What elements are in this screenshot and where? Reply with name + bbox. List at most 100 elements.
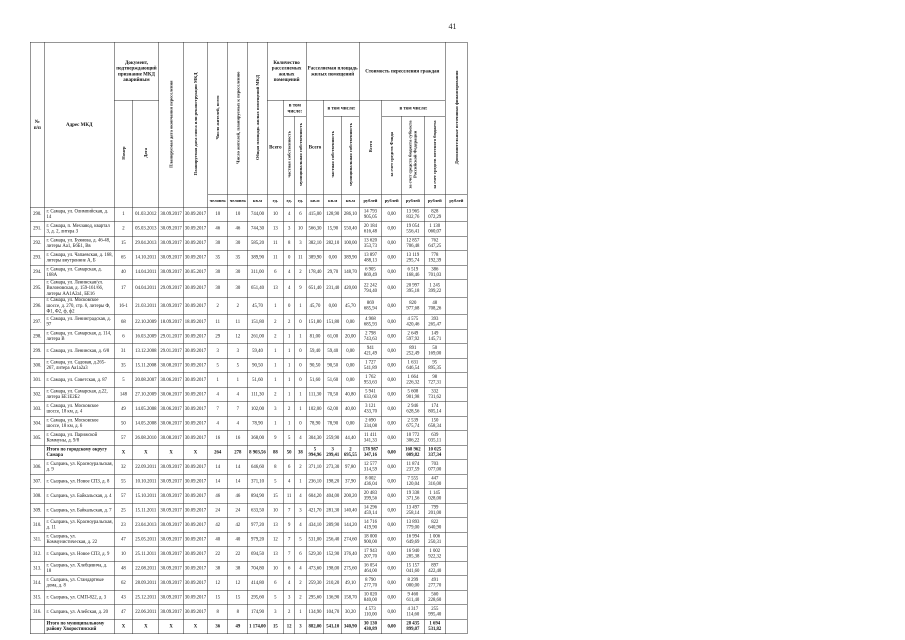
cell-extra — [445, 445, 468, 461]
cell-count-total: 13 — [266, 279, 284, 298]
cell-cost-fund: 0,00 — [381, 604, 402, 620]
cell-area-mkd: 979,20 — [247, 532, 268, 548]
cell-cost-subject: 891 252,49 — [401, 343, 425, 359]
cell-count-private: 1 — [283, 387, 295, 403]
cell-residents-plan: 42 — [227, 517, 249, 533]
cell-cost-fund: 0,00 — [381, 546, 402, 562]
table-row: 298. г. Самара, ул. Самарская, д. 114, ли… — [29, 329, 468, 345]
cell-count-municipal: 4 — [294, 561, 307, 577]
cell-rarea-total: 81,00 — [305, 329, 325, 345]
cell-rarea-total: 529,30 — [305, 546, 325, 562]
cell-cost-local: 762 647,25 — [423, 236, 446, 251]
cell-area-mkd: 174,90 — [247, 604, 268, 620]
cell-num: 300. — [29, 358, 45, 374]
cell-cost-subject: 2 649 597,92 — [401, 329, 425, 345]
cell-count-municipal: 0 — [294, 343, 307, 359]
cell-count-total: 2 — [266, 314, 284, 330]
cell-residents-plan: 14 — [227, 459, 249, 475]
cell-extra — [445, 314, 468, 330]
cell-residents-plan: 30 — [227, 279, 249, 298]
cell-residents-total: 264 — [207, 445, 229, 461]
cell-plan-end: Х — [158, 619, 184, 635]
cell-extra — [445, 297, 468, 316]
cell-rarea-total: 382,10 — [305, 236, 325, 251]
cell-residents-plan: 15 — [227, 590, 249, 606]
cell-rarea-total: 371,10 — [305, 459, 325, 475]
cell-residents-plan: 49 — [227, 619, 249, 635]
cell-doc-number: 5 — [113, 372, 133, 388]
cell-cost-subject: 8 299 000,00 — [401, 575, 425, 591]
cell-residents-plan: 46 — [227, 488, 249, 504]
cell-residents-plan: 24 — [227, 503, 249, 519]
cell-cost-total: 2 690 334,08 — [358, 416, 382, 432]
cell-plan-end: 29.01.2017 — [158, 329, 184, 345]
cell-address: г. Сызрань, ул. СМП-822, д. 3 — [44, 590, 115, 606]
cell-count-private: 7 — [283, 546, 295, 562]
cell-doc-date: 14.05.2008 — [132, 401, 160, 417]
cell-residents-total: 10 — [207, 207, 229, 222]
cell-rarea-private: 78,90 — [323, 416, 342, 432]
cell-count-private: 7 — [283, 503, 295, 519]
cell-rarea-total: 5 994,96 — [305, 445, 325, 461]
cell-cost-total: 12 577 314,59 — [358, 459, 382, 475]
cell-doc-number: 55 — [113, 474, 133, 490]
cell-cost-fund: 0,00 — [381, 265, 402, 280]
cell-cost-total: 6 905 869,49 — [358, 265, 382, 280]
table-row: 301. г. Самара, ул. Советская, д. 87 5 20.0… — [29, 372, 468, 388]
cell-residents-total: 15 — [207, 590, 229, 606]
table-row: 306. г. Сызрань, ул. Красноуральская, д. … — [29, 459, 468, 475]
cell-address: г. Сызрань, ул. Новое СПЗ, д. 8 — [44, 474, 115, 490]
cell-cost-total: 1 762 953,63 — [358, 372, 382, 388]
cell-cost-subject: 9 460 611,40 — [401, 590, 425, 606]
cell-count-total: 3 — [266, 401, 284, 417]
cell-count-municipal: 3 — [294, 619, 307, 635]
cell-cost-total: 14 793 905,05 — [358, 207, 382, 222]
cell-plan-demo: 30.09.2017 — [183, 372, 208, 388]
cell-rarea-total: 51,60 — [305, 372, 325, 388]
cell-num: 305. — [29, 430, 45, 446]
cell-count-municipal: 1 — [294, 297, 307, 316]
cell-num: 291. — [29, 221, 45, 237]
cell-count-private: 5 — [283, 430, 295, 446]
table-header: № п/п Адрес МКД Документ, подтверждающий… — [29, 42, 468, 208]
cell-cost-subject: 19 338 371,56 — [401, 488, 425, 504]
cell-area-mkd: 744,30 — [247, 221, 268, 237]
cell-address: г. Самара, ул. Ленинградская, д. 97 — [44, 314, 115, 330]
cell-cost-subject: 4 575 420,46 — [401, 314, 425, 330]
cell-cost-subject: 13 893 779,00 — [401, 517, 425, 533]
cell-residents-total: 30 — [207, 265, 229, 280]
table-row: 300. г. Самара, ул. Садовая, д.265-267, л… — [29, 358, 468, 374]
table-row: 296. г. Самара, ул. Московское шоссе, д. … — [29, 297, 468, 316]
cell-rarea-total: 566,30 — [305, 221, 325, 237]
cell-count-private: 2 — [283, 314, 295, 330]
cell-num: 311. — [29, 532, 45, 548]
table-row: 299. г. Самара, ул. Ленинская, д. 6/8 31 13… — [29, 343, 468, 359]
cell-extra — [445, 590, 468, 606]
header-rarea-incl: в том числе: — [323, 100, 360, 117]
cell-cost-local: 828 072,29 — [423, 207, 446, 222]
cell-area-mkd: 45,70 — [247, 297, 268, 316]
cell-cost-total: 30 130 430,89 — [358, 619, 382, 635]
cell-rarea-municipal: 40,80 — [341, 387, 360, 403]
cell-doc-number: 35 — [113, 358, 133, 374]
cell-doc-date: 16.03.2009 — [132, 329, 160, 345]
cell-doc-number: 43 — [113, 590, 133, 606]
cell-area-mkd: 633,50 — [247, 503, 268, 519]
cell-plan-demo: 30.09.2017 — [183, 561, 208, 577]
cell-doc-date: 14.04.2011 — [132, 265, 160, 280]
cell-rarea-municipal: 0,00 — [341, 372, 360, 388]
cell-residents-total: 3 — [207, 343, 229, 359]
resettlement-table: № п/п Адрес МКД Документ, подтверждающий… — [29, 42, 468, 635]
cell-count-total: 1 — [266, 343, 284, 359]
cell-cost-local: 393 265,47 — [423, 314, 446, 330]
cell-address: г. Сызрань, ул. Стандартные дома, д. 8 — [44, 575, 115, 591]
cell-num: 292. — [29, 236, 45, 251]
cell-rarea-municipal: 0,00 — [341, 358, 360, 374]
cell-residents-plan: 12 — [227, 329, 249, 345]
cell-doc-number: 10 — [113, 546, 133, 562]
cell-extra — [445, 503, 468, 519]
cell-num: 314. — [29, 575, 45, 591]
cell-count-municipal: 2 — [294, 459, 307, 475]
table-row: 308. г. Сызрань, ул. Байкальская, д. 4 57 1… — [29, 488, 468, 504]
